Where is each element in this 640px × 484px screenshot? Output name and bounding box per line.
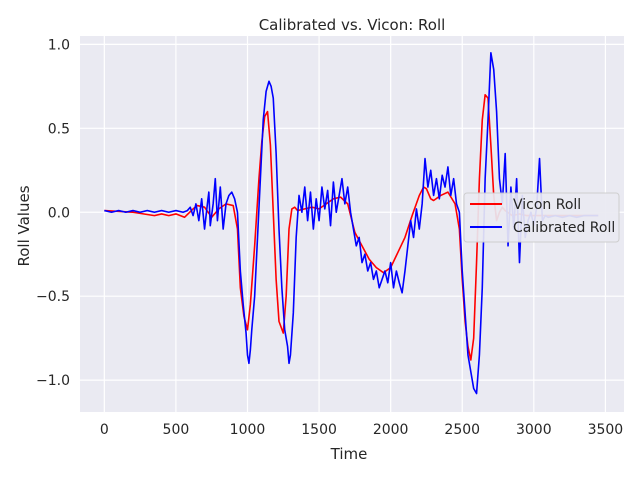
legend: Vicon Roll Calibrated Roll <box>463 192 620 243</box>
y-tick-label: 1.0 <box>48 37 70 53</box>
x-tick-labels: 0 500 1000 1500 2000 2500 3000 3500 <box>100 422 623 438</box>
x-axis-label: Time <box>330 445 368 463</box>
y-tick-label: −0.5 <box>36 289 70 305</box>
y-tick-label: −1.0 <box>36 373 70 389</box>
legend-label-calibrated-roll: Calibrated Roll <box>513 220 615 236</box>
legend-label-vicon-roll: Vicon Roll <box>513 197 581 213</box>
y-axis-label: Roll Values <box>15 185 33 266</box>
x-tick-label: 1000 <box>230 422 266 438</box>
series-layer <box>104 51 599 395</box>
x-tick-label: 1500 <box>301 422 337 438</box>
y-tick-label: 0.5 <box>48 121 70 137</box>
x-tick-label: 2500 <box>444 422 480 438</box>
y-tick-label: 0.0 <box>48 205 70 221</box>
legend-box <box>463 192 620 243</box>
x-tick-label: 500 <box>163 422 190 438</box>
x-tick-label: 3500 <box>588 422 624 438</box>
chart-title: Calibrated vs. Vicon: Roll <box>259 16 446 34</box>
x-tick-label: 0 <box>100 422 109 438</box>
x-tick-label: 2000 <box>373 422 409 438</box>
series-line-calibrated-roll <box>104 51 599 395</box>
x-tick-label: 3000 <box>516 422 552 438</box>
y-tick-labels: −1.0 −0.5 0.0 0.5 1.0 <box>36 37 70 389</box>
